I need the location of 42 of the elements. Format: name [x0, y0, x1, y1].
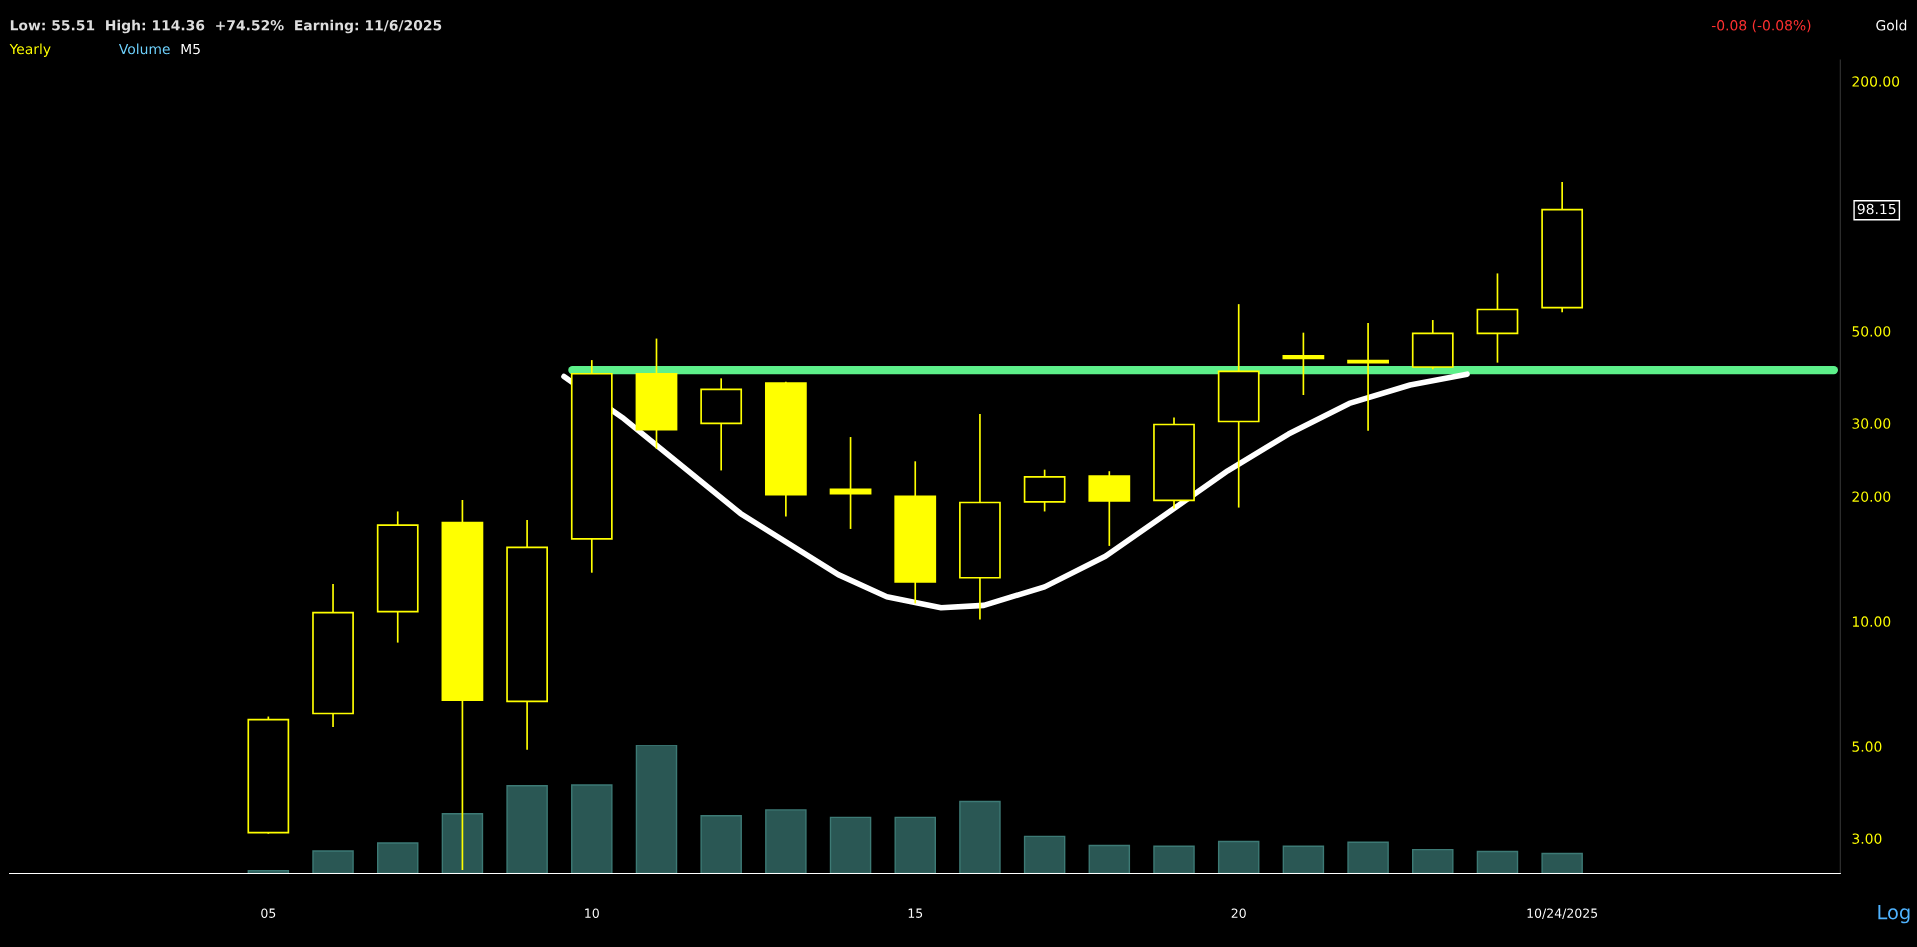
x-tick-label: 20	[1231, 908, 1246, 918]
chart-title: Yearly	[9, 43, 51, 57]
text: -0.08 (-0.08%)	[1711, 19, 1811, 33]
x-tick-label: 15	[908, 908, 923, 918]
bar	[635, 744, 678, 874]
text: Log	[1878, 905, 1910, 924]
x-tick-label: 05	[261, 908, 276, 918]
bar	[1023, 835, 1066, 874]
bar	[1541, 852, 1583, 874]
x-tick-label: 10/24/2025	[1527, 908, 1598, 919]
bar	[1412, 848, 1454, 874]
y-tick-label: 30.00	[1852, 418, 1891, 429]
text: Volume	[118, 43, 170, 55]
bar	[506, 785, 548, 874]
bar	[829, 816, 872, 874]
bar	[571, 784, 613, 874]
bar	[441, 813, 484, 874]
y-tick-label: 10.00	[1852, 616, 1891, 627]
bar	[700, 815, 742, 874]
bar	[1282, 845, 1325, 874]
x-tick-label: 10	[585, 908, 599, 918]
bar	[1347, 841, 1389, 874]
y-tick-label: 200.00	[1852, 76, 1900, 87]
y-tick-label: 3.00	[1852, 833, 1882, 844]
text: M5	[181, 43, 200, 55]
bar	[765, 809, 807, 874]
bar	[312, 850, 354, 874]
bar	[376, 842, 419, 874]
bar	[1153, 845, 1195, 874]
bar	[959, 800, 1001, 874]
bar	[1217, 840, 1260, 874]
chart-subtitle: Low: 55.51 High: 114.36 +74.52% Earning: 11/6/2025	[10, 19, 442, 34]
text: Gold	[1876, 19, 1907, 31]
text: 98.15	[1857, 203, 1896, 215]
y-tick-label: 50.00	[1852, 326, 1891, 337]
y-tick-label: 20.00	[1852, 491, 1891, 502]
bar	[1476, 850, 1519, 874]
candlestick	[1282, 331, 1325, 396]
candlestick	[829, 436, 872, 530]
y-tick-label: 5.00	[1852, 741, 1882, 752]
bar	[1088, 844, 1131, 874]
bar	[894, 816, 936, 874]
